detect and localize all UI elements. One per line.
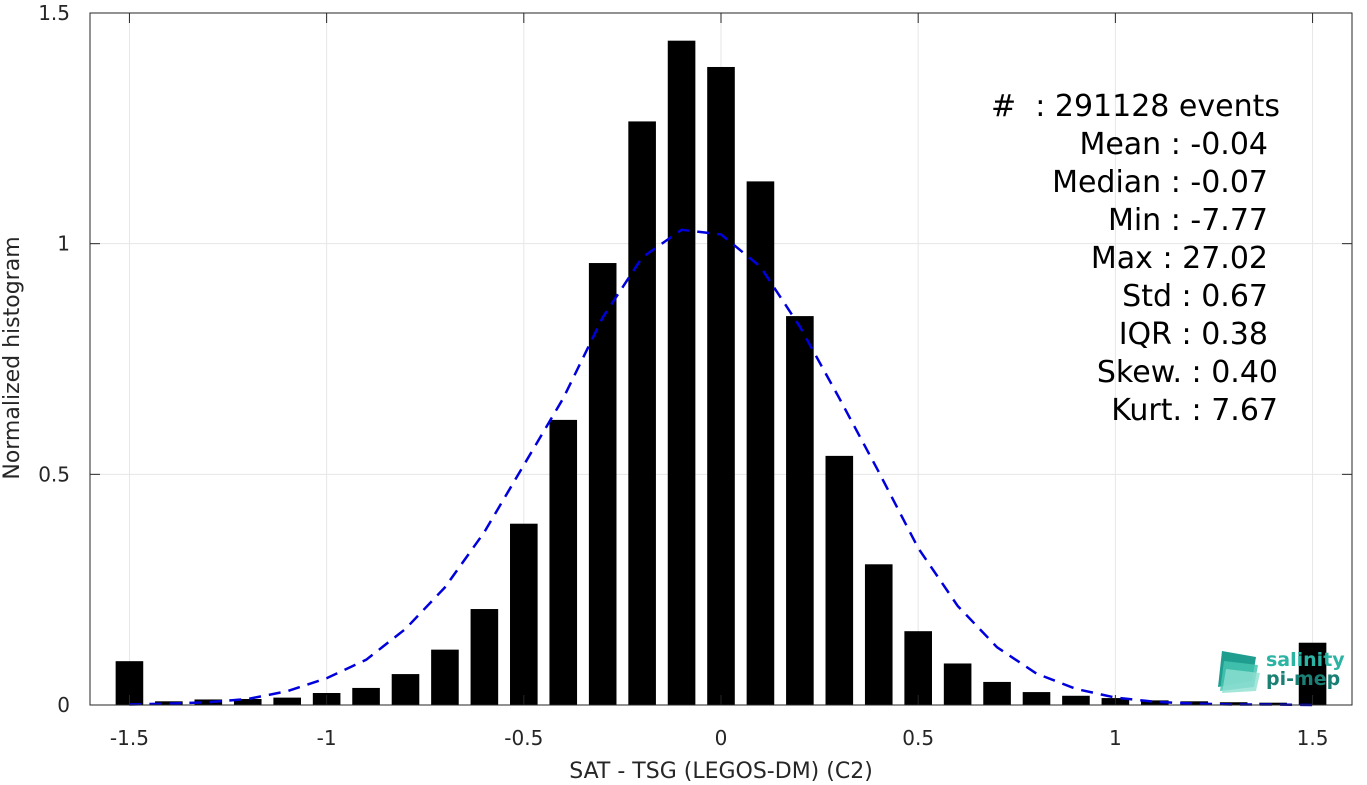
normal-fit-curve (129, 228, 1313, 707)
histogram-bar (943, 663, 972, 705)
stat-line: Min : -7.77 (1107, 203, 1268, 238)
histogram-bar (904, 631, 932, 705)
histogram-bar (352, 687, 380, 705)
histogram-bar (431, 649, 459, 705)
x-tick-label: -0.5 (504, 726, 543, 750)
y-tick-label: 1.5 (38, 1, 70, 25)
histogram-bar (510, 523, 538, 705)
histogram-bar (194, 699, 223, 705)
x-axis-label: SAT - TSG (LEGOS-DM) (C2) (569, 759, 873, 784)
stat-line: Std : 0.67 (1122, 279, 1268, 314)
stat-line: Mean : -0.04 (1079, 127, 1268, 162)
x-tick-label: -1.5 (110, 726, 149, 750)
histogram-bar (786, 316, 814, 705)
stat-line: Max : 27.02 (1090, 241, 1268, 276)
x-tick-label: 1.5 (1297, 726, 1329, 750)
stat-line: IQR : 0.38 (1118, 317, 1268, 352)
y-axis-label: Normalized histogram (0, 236, 25, 479)
histogram-bar (864, 564, 893, 705)
histogram-bar (1062, 695, 1090, 705)
histogram-bar (1141, 700, 1169, 705)
histogram-bar (983, 681, 1011, 705)
histogram-bar (233, 699, 262, 705)
x-tick-label: 0 (715, 726, 728, 750)
histogram-bar (549, 419, 578, 705)
logo-text-salinity: salinity (1266, 649, 1345, 671)
salinity-pi-mep-logo: salinity pi-mep (1216, 647, 1346, 693)
histogram-bar (707, 66, 735, 705)
stat-line: Median : -0.07 (1052, 165, 1268, 200)
stat-line: # : 291128 events (991, 89, 1280, 124)
histogram-bar (1259, 702, 1287, 705)
histogram-bar (667, 40, 696, 706)
histogram-bar (1022, 692, 1051, 705)
x-tick-label: -1 (317, 726, 337, 750)
histogram-bar (628, 121, 656, 705)
axis-ticks: -1.5 -1 -0.5 0 0.5 1 1.5 0 0.5 1 1.5 (38, 1, 1352, 750)
histogram-bar (155, 701, 183, 705)
histogram-bars (115, 40, 1327, 706)
histogram-bar (391, 674, 420, 705)
logo-wave-icon (1218, 651, 1260, 693)
histogram-bar (1180, 701, 1209, 705)
histogram-bar (1219, 702, 1248, 705)
histogram-bar (746, 181, 775, 706)
y-tick-label: 1 (57, 232, 70, 256)
histogram-bar (588, 263, 617, 705)
x-tick-label: 1 (1109, 726, 1122, 750)
stat-line: Skew. : 0.40 (1096, 355, 1278, 390)
x-tick-label: 0.5 (902, 726, 934, 750)
stat-line: Kurt. : 7.67 (1111, 393, 1278, 428)
histogram-bar (825, 455, 854, 705)
logo-text-pi-mep: pi-mep (1266, 668, 1341, 690)
histogram-bar (470, 609, 499, 705)
y-tick-label: 0.5 (38, 462, 70, 486)
histogram-bar (273, 697, 301, 705)
y-tick-label: 0 (57, 693, 70, 717)
histogram-bar (1298, 642, 1327, 705)
